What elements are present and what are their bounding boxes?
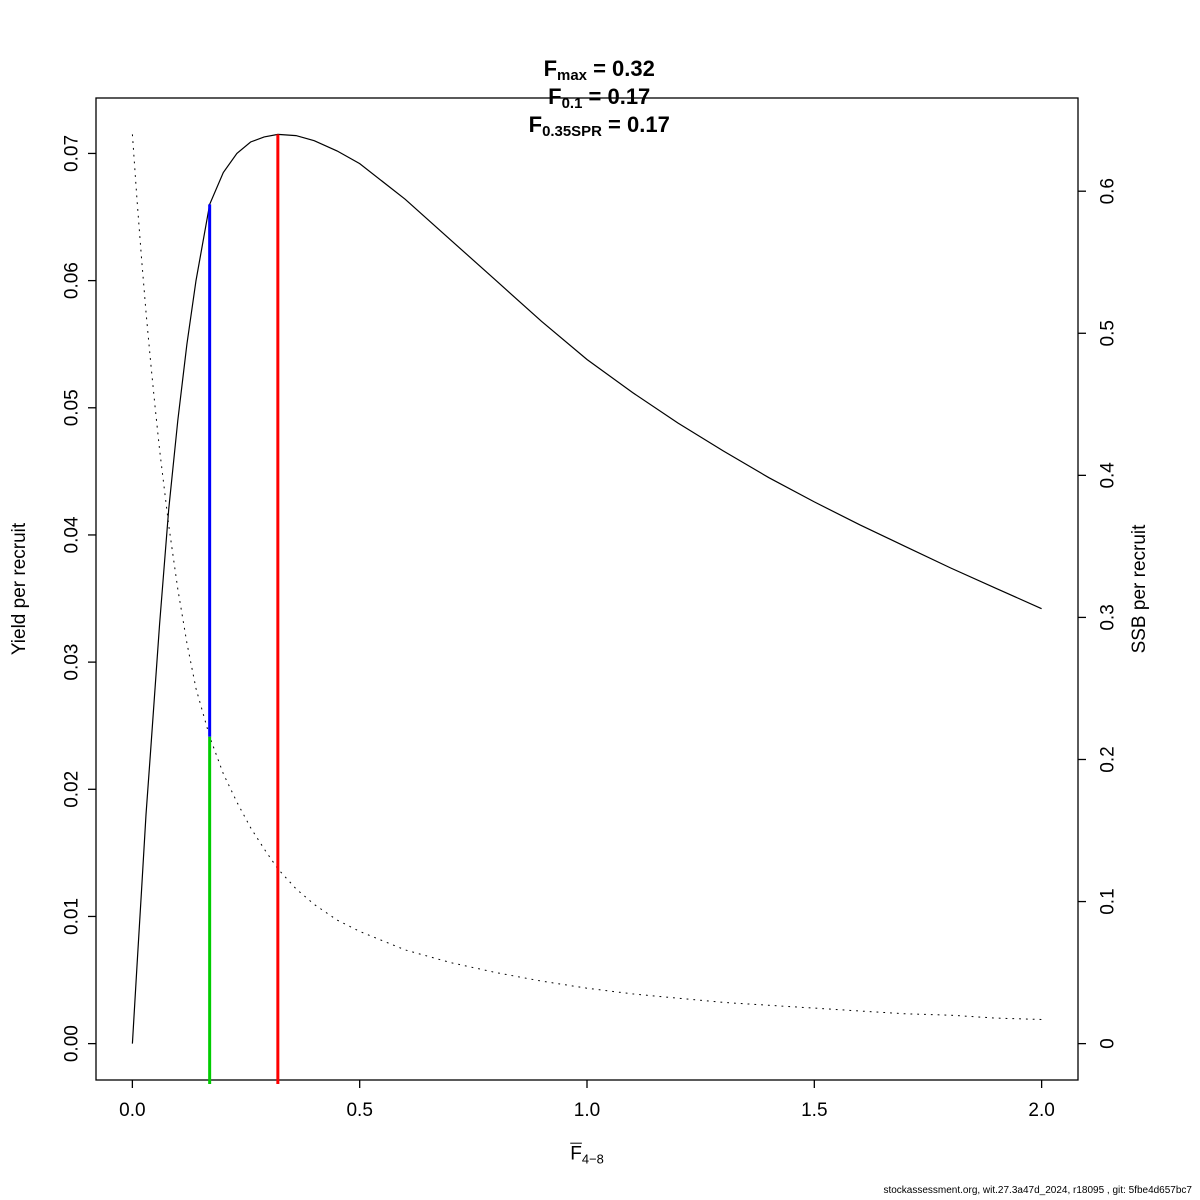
y-left-tick-label: 0.02 (62, 771, 83, 808)
f035spr-label: F (528, 112, 543, 138)
y-left-tick-label: 0.00 (62, 1025, 83, 1062)
x-axis-title-base: F (570, 1143, 582, 1165)
f035spr-value: F0.35SPR = 0.17 (528, 112, 670, 140)
y-left-tick-label: 0.05 (62, 389, 83, 426)
series-yield-per-recruit (131, 133, 1042, 1044)
footer-credit: stockassessment.org, wit.27.3a47d_2024, … (883, 1185, 1192, 1196)
f01-sub: 0.1 (561, 95, 583, 113)
f01-value: F0.1 = 0.17 (548, 84, 651, 113)
fmax-eq: = 0.32 (586, 56, 655, 81)
f035spr-eq: = 0.17 (601, 112, 670, 138)
y-left-tick-label: 0.06 (62, 262, 83, 299)
y-right-tick-label: 0.3 (1098, 604, 1119, 630)
y-left-tick-label: 0.07 (62, 135, 83, 172)
fmax-label: F (543, 56, 558, 81)
y-right-tick-label: 0.4 (1098, 462, 1119, 489)
y-right-tick-label: 0.5 (1098, 320, 1119, 346)
y-right-axis-title: SSB per recruit (1129, 524, 1150, 654)
series-ssb-per-recruit (131, 134, 1042, 1020)
y-left-tick-label: 0.01 (62, 898, 83, 935)
f01-eq: = 0.17 (582, 84, 651, 110)
x-axis-tick-label: 0.5 (346, 1100, 372, 1121)
x-axis-tick-label: 0.0 (119, 1100, 145, 1121)
plot-title: Fmax = 0.32 F0.1 = 0.17 F0.35SPR = 0.17 (96, 30, 1078, 167)
y-right-tick-label: 0 (1098, 1038, 1119, 1049)
x-axis-title: F4−8 (570, 1144, 604, 1167)
y-right-tick-label: 0.1 (1098, 888, 1119, 914)
fmax-sub: max (557, 67, 587, 85)
y-right-tick-label: 0.2 (1098, 746, 1119, 772)
y-left-tick-label: 0.03 (62, 644, 83, 681)
x-axis-tick-label: 1.5 (801, 1100, 827, 1121)
y-left-axis-title: Yield per recruit (9, 522, 30, 656)
plot-border (95, 97, 1079, 1081)
f035spr-sub: 0.35SPR (542, 123, 602, 141)
x-axis-title-sub: 4−8 (581, 1151, 604, 1167)
y-left-tick-label: 0.04 (62, 516, 83, 553)
x-axis-tick-label: 1.0 (574, 1100, 600, 1121)
y-right-tick-label: 0.6 (1098, 178, 1119, 204)
fmax-value: Fmax = 0.32 (543, 56, 655, 85)
f01-label: F (548, 84, 562, 110)
x-axis-tick-label: 2.0 (1028, 1100, 1054, 1121)
